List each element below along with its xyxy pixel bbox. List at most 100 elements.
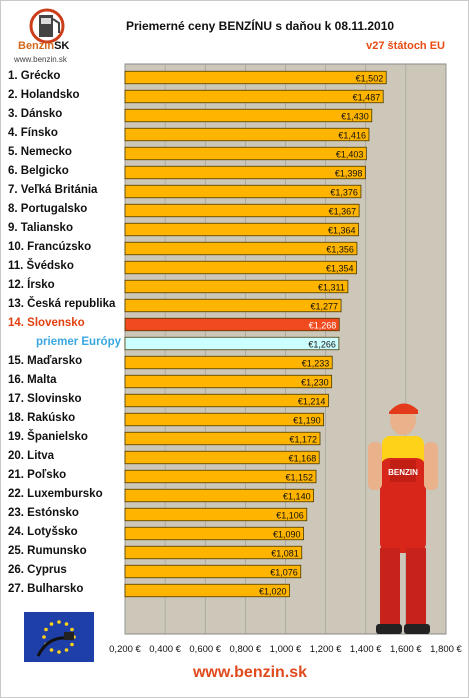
bar — [124, 108, 373, 123]
bar-value-label: €1,403 — [336, 149, 364, 159]
category-label: 18. Rakúsko — [8, 412, 76, 424]
bar-value-label: €1,311 — [318, 282, 345, 292]
bar-value-label: €1,502 — [356, 73, 384, 83]
bar-value-label: €1,367 — [329, 206, 357, 216]
bar-value-label: €1,081 — [271, 548, 299, 558]
category-label: 25. Rumunsko — [8, 545, 87, 557]
star-icon — [70, 627, 74, 632]
bar-value-label: €1,152 — [285, 472, 313, 482]
category-label: 16. Malta — [8, 374, 57, 386]
category-label: 11. Švédsko — [8, 260, 74, 272]
category-label: 26. Cyprus — [8, 564, 67, 576]
bar-value-label: €1,020 — [259, 586, 287, 596]
bar-value-label: €1,376 — [330, 187, 358, 197]
bar-value-label: €1,106 — [276, 510, 304, 520]
bar — [124, 431, 321, 446]
bar — [124, 241, 358, 256]
category-label: 5. Nemecko — [8, 146, 72, 158]
bar — [124, 393, 329, 408]
x-tick-label: 0,400 € — [149, 644, 181, 655]
bar-value-label: €1,268 — [309, 320, 337, 330]
bar — [124, 165, 366, 180]
bar — [124, 355, 333, 370]
star-icon — [70, 642, 74, 647]
bar-value-label: €1,356 — [326, 244, 354, 254]
bar — [124, 222, 359, 237]
category-label: 21. Poľsko — [8, 469, 67, 481]
bar — [124, 526, 304, 541]
category-label: 1. Grécko — [8, 70, 61, 82]
category-label: 6. Belgicko — [8, 165, 69, 177]
bar — [124, 374, 333, 389]
bar-value-label: €1,398 — [335, 168, 363, 178]
x-tick-label: 1,400 € — [350, 644, 382, 655]
star-icon — [44, 627, 48, 632]
category-label: 19. Španielsko — [8, 431, 88, 443]
star-icon — [49, 622, 54, 626]
chart-title: Priemerné ceny BENZÍNU s daňou k 08.11.2… — [125, 19, 395, 33]
bar-value-label: €1,090 — [273, 529, 301, 539]
fuel-pump-icon — [29, 8, 65, 44]
category-label: 13. Česká republika — [8, 298, 116, 310]
category-label: 24. Lotyšsko — [8, 526, 78, 538]
bar-value-label: €1,487 — [353, 92, 381, 102]
bar — [124, 564, 302, 579]
x-tick-label: 1,800 € — [430, 644, 462, 655]
category-label: 14. Slovensko — [8, 317, 85, 329]
category-label: 8. Portugalsko — [8, 203, 88, 215]
category-label: 10. Francúzsko — [8, 241, 92, 253]
bar-value-label: €1,266 — [308, 339, 336, 349]
bar-value-label: €1,364 — [328, 225, 356, 235]
category-label: 15. Maďarsko — [8, 355, 83, 367]
x-tick-label: 0,800 € — [230, 644, 262, 655]
bar — [124, 336, 340, 351]
bar-value-label: €1,277 — [311, 301, 339, 311]
bar — [124, 488, 314, 503]
bar-value-label: €1,354 — [326, 263, 354, 273]
bar — [124, 298, 342, 313]
x-tick-label: 0,200 € — [109, 644, 141, 655]
bar — [124, 545, 303, 560]
x-tick-label: 0,600 € — [189, 644, 221, 655]
bar — [124, 127, 370, 142]
category-label: 20. Litva — [8, 450, 55, 462]
bar — [124, 203, 360, 218]
bar-value-label: €1,233 — [302, 358, 330, 368]
logo-text: BenzinSK — [18, 40, 70, 52]
category-label: priemer Európy — [36, 336, 121, 348]
logo-url[interactable]: www.benzin.sk — [14, 55, 67, 64]
x-tick-label: 1,600 € — [390, 644, 422, 655]
bar — [124, 507, 308, 522]
category-label: 17. Slovinsko — [8, 393, 82, 405]
star-icon — [42, 635, 46, 639]
bar — [124, 469, 317, 484]
bar — [124, 279, 349, 294]
bar — [124, 260, 357, 275]
bar-value-label: €1,172 — [289, 434, 317, 444]
bar — [124, 450, 320, 465]
star-icon — [57, 650, 61, 654]
bar — [124, 583, 290, 598]
bar-value-label: €1,190 — [293, 415, 321, 425]
category-label: 27. Bulharsko — [8, 583, 84, 595]
category-label: 4. Fínsko — [8, 127, 58, 139]
category-label: 12. Írsko — [8, 279, 55, 291]
bar-value-label: €1,076 — [270, 567, 298, 577]
star-icon — [64, 622, 69, 626]
eu-flag-image — [24, 612, 94, 662]
category-label: 3. Dánsko — [8, 108, 63, 120]
bar-value-label: €1,168 — [289, 453, 317, 463]
x-tick-label: 1,000 € — [270, 644, 302, 655]
footer-url[interactable]: www.benzin.sk — [192, 664, 308, 681]
bar — [124, 70, 387, 85]
bar-value-label: €1,214 — [298, 396, 326, 406]
bar — [124, 146, 367, 161]
bar — [124, 89, 384, 104]
bar-value-label: €1,230 — [301, 377, 329, 387]
bar — [124, 184, 362, 199]
category-label: 23. Estónsko — [8, 507, 79, 519]
benzin-logo — [8, 6, 86, 66]
svg-text:BENZIN: BENZIN — [388, 468, 418, 477]
bar-value-label: €1,140 — [283, 491, 311, 501]
